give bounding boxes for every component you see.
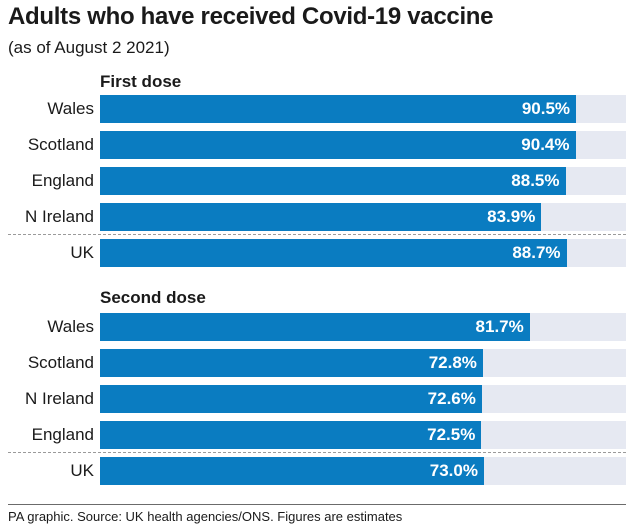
second-dose-value-scotland: 72.8% bbox=[428, 353, 477, 372]
second-dose-track-england: 72.5% bbox=[100, 421, 626, 449]
second-dose-track-uk: 73.0% bbox=[100, 457, 626, 485]
second-dose-total-separator bbox=[8, 452, 626, 453]
second-dose-track-scotland: 72.8% bbox=[100, 349, 626, 377]
first-dose-label-england: England bbox=[31, 171, 94, 190]
first-dose-bar-uk: 88.7% bbox=[100, 239, 567, 267]
second-dose-track-n-ireland: 72.6% bbox=[100, 385, 626, 413]
first-dose-value-england: 88.5% bbox=[511, 171, 560, 190]
second-dose-bar-scotland: 72.8% bbox=[100, 349, 483, 377]
footer-rule bbox=[8, 504, 626, 505]
second-dose-label-wales: Wales bbox=[47, 317, 94, 336]
first-dose-row-wales: Wales 90.5% bbox=[0, 95, 640, 123]
first-dose-total-separator bbox=[8, 234, 626, 235]
second-dose-label-england: England bbox=[31, 425, 94, 444]
first-dose-row-england: England 88.5% bbox=[0, 167, 640, 195]
second-dose-row-uk: UK 73.0% bbox=[0, 457, 640, 485]
second-dose-value-uk: 73.0% bbox=[429, 461, 478, 480]
second-dose-label-uk: UK bbox=[70, 461, 94, 480]
first-dose-row-scotland: Scotland 90.4% bbox=[0, 131, 640, 159]
first-dose-bar-england: 88.5% bbox=[100, 167, 566, 195]
first-dose-section-title: First dose bbox=[100, 72, 182, 91]
second-dose-bar-wales: 81.7% bbox=[100, 313, 530, 341]
second-dose-row-england: England 72.5% bbox=[0, 421, 640, 449]
second-dose-section-title: Second dose bbox=[100, 288, 206, 307]
second-dose-row-wales: Wales 81.7% bbox=[0, 313, 640, 341]
first-dose-track-scotland: 90.4% bbox=[100, 131, 626, 159]
first-dose-bar-scotland: 90.4% bbox=[100, 131, 576, 159]
first-dose-bar-wales: 90.5% bbox=[100, 95, 577, 123]
source-note: PA graphic. Source: UK health agencies/O… bbox=[8, 509, 403, 524]
second-dose-row-scotland: Scotland 72.8% bbox=[0, 349, 640, 377]
first-dose-label-scotland: Scotland bbox=[27, 135, 94, 154]
second-dose-row-n-ireland: N Ireland 72.6% bbox=[0, 385, 640, 413]
second-dose-value-n-ireland: 72.6% bbox=[427, 389, 476, 408]
second-dose-label-n-ireland: N Ireland bbox=[25, 389, 94, 408]
second-dose-bar-england: 72.5% bbox=[100, 421, 482, 449]
second-dose-label-scotland: Scotland bbox=[27, 353, 94, 372]
first-dose-row-uk: UK 88.7% bbox=[0, 239, 640, 267]
first-dose-track-england: 88.5% bbox=[100, 167, 626, 195]
second-dose-bar-n-ireland: 72.6% bbox=[100, 385, 482, 413]
first-dose-row-n-ireland: N Ireland 83.9% bbox=[0, 203, 640, 231]
first-dose-track-uk: 88.7% bbox=[100, 239, 626, 267]
first-dose-track-n-ireland: 83.9% bbox=[100, 203, 626, 231]
first-dose-bar-n-ireland: 83.9% bbox=[100, 203, 542, 231]
first-dose-value-wales: 90.5% bbox=[521, 99, 571, 118]
first-dose-label-wales: Wales bbox=[47, 99, 94, 118]
chart-title: Adults who have received Covid-19 vaccin… bbox=[8, 3, 494, 30]
first-dose-value-n-ireland: 83.9% bbox=[487, 207, 536, 226]
first-dose-track-wales: 90.5% bbox=[100, 95, 626, 123]
first-dose-label-uk: UK bbox=[70, 243, 94, 262]
first-dose-label-n-ireland: N Ireland bbox=[25, 207, 94, 226]
first-dose-value-scotland: 90.4% bbox=[521, 135, 570, 154]
second-dose-bar-uk: 73.0% bbox=[100, 457, 484, 485]
first-dose-value-uk: 88.7% bbox=[512, 243, 561, 262]
second-dose-value-england: 72.5% bbox=[427, 425, 476, 444]
second-dose-value-wales: 81.7% bbox=[475, 317, 524, 336]
chart-subtitle: (as of August 2 2021) bbox=[8, 38, 170, 57]
second-dose-track-wales: 81.7% bbox=[100, 313, 626, 341]
